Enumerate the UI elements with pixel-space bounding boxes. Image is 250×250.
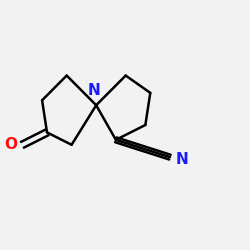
Text: O: O [4, 137, 18, 152]
Text: N: N [176, 152, 189, 167]
Text: N: N [87, 83, 100, 98]
